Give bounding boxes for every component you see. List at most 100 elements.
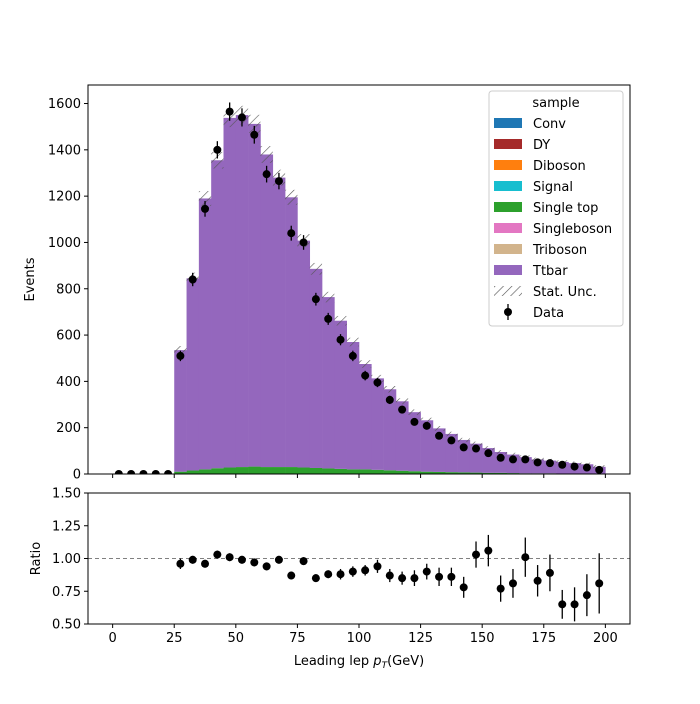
bar-ttbar xyxy=(174,350,187,472)
data-point xyxy=(324,315,332,323)
bar-ttbar xyxy=(224,118,237,468)
ratio-point xyxy=(373,562,381,570)
x-axis-label-text: Leading lep xyxy=(294,654,369,669)
data-point xyxy=(312,295,320,303)
bar-ttbar xyxy=(371,378,384,469)
ratio-point xyxy=(226,553,234,561)
legend-swatch-signal xyxy=(494,181,522,191)
data-point xyxy=(583,464,591,472)
main-y-tick-label: 400 xyxy=(56,375,81,390)
data-point xyxy=(521,455,529,463)
x-tick-label: 25 xyxy=(166,631,183,646)
x-axis-label: Leading lep pT(GeV) xyxy=(294,654,424,671)
bar-single-top xyxy=(199,469,212,474)
main-y-axis-label: Events xyxy=(23,257,38,301)
bar-single-top xyxy=(371,470,384,474)
data-point xyxy=(201,205,209,213)
stat-unc-bin xyxy=(260,146,272,163)
main-y-tick-label: 1000 xyxy=(48,236,81,251)
ratio-point xyxy=(300,557,308,565)
ratio-point xyxy=(435,573,443,581)
ratio-point xyxy=(287,572,295,580)
bar-single-top xyxy=(273,467,286,474)
ratio-point xyxy=(386,572,394,580)
bar-single-top xyxy=(297,468,310,474)
data-point xyxy=(509,455,517,463)
ratio-point xyxy=(546,569,554,577)
x-tick-label: 125 xyxy=(408,631,433,646)
ratio-y-tick-label: 1.50 xyxy=(52,487,81,502)
x-axis-label-math: p xyxy=(372,654,381,669)
ratio-point xyxy=(534,577,542,585)
data-point xyxy=(337,336,345,344)
stat-unc-bin xyxy=(408,409,420,414)
bar-single-top xyxy=(260,467,273,474)
stat-unc-bin xyxy=(396,398,408,404)
x-axis-label-unit: (GeV) xyxy=(387,654,424,669)
x-tick-label: 200 xyxy=(593,631,618,646)
ratio-y-axis-label: Ratio xyxy=(29,542,44,575)
ratio-point xyxy=(238,556,246,564)
main-y-tick-label: 1600 xyxy=(48,97,81,112)
ratio-y-tick-label: 1.00 xyxy=(52,552,81,567)
bar-single-top xyxy=(347,469,360,474)
legend-swatch-triboson xyxy=(494,244,522,254)
legend-swatch-stat-unc- xyxy=(494,286,522,296)
data-point xyxy=(275,177,283,185)
legend-swatch-conv xyxy=(494,118,522,128)
legend-label-single-top: Single top xyxy=(533,201,598,216)
data-point xyxy=(558,461,566,469)
bar-ttbar xyxy=(273,178,286,467)
bar-single-top xyxy=(285,467,298,474)
data-point xyxy=(460,443,468,451)
bar-single-top xyxy=(359,469,372,474)
ratio-points xyxy=(176,535,603,621)
x-tick-label: 175 xyxy=(531,631,556,646)
data-point xyxy=(176,352,184,360)
data-point xyxy=(213,146,221,154)
ratio-y-tick-label: 0.50 xyxy=(52,618,81,633)
data-point xyxy=(435,432,443,440)
ratio-point xyxy=(472,551,480,559)
bar-single-top xyxy=(310,468,323,474)
ratio-point xyxy=(213,551,221,559)
legend-label-data: Data xyxy=(533,306,564,321)
data-point xyxy=(300,238,308,246)
ratio-y-axis: 0.500.751.001.251.50 xyxy=(52,487,88,633)
data-point xyxy=(534,458,542,466)
stat-unc-bin xyxy=(433,426,445,431)
data-point xyxy=(410,418,418,426)
bar-ttbar xyxy=(248,124,261,467)
legend-marker-data xyxy=(504,308,512,316)
ratio-point xyxy=(583,591,591,599)
data-point xyxy=(571,463,579,471)
stat-unc-bin xyxy=(384,386,396,393)
x-tick-label: 50 xyxy=(228,631,245,646)
ratio-axes-frame xyxy=(88,493,630,624)
x-tick-label: 75 xyxy=(289,631,306,646)
data-point xyxy=(447,436,455,444)
data-point xyxy=(250,131,258,139)
data-point xyxy=(226,108,234,116)
bar-single-top xyxy=(236,467,249,474)
x-tick-label: 100 xyxy=(347,631,372,646)
data-point xyxy=(263,170,271,178)
data-point xyxy=(361,372,369,380)
ratio-point xyxy=(312,574,320,582)
ratio-point xyxy=(558,600,566,608)
legend-title: sample xyxy=(532,96,579,111)
legend-label-triboson: Triboson xyxy=(532,243,587,258)
main-y-tick-label: 0 xyxy=(73,468,81,483)
bar-single-top xyxy=(211,468,224,474)
main-y-tick-label: 1200 xyxy=(48,190,81,205)
bar-ttbar xyxy=(211,160,224,468)
legend-label-ttbar: Ttbar xyxy=(532,264,568,279)
x-tick-label: 150 xyxy=(470,631,495,646)
data-point xyxy=(398,406,406,414)
legend-label-conv: Conv xyxy=(533,117,566,132)
ratio-point xyxy=(595,579,603,587)
